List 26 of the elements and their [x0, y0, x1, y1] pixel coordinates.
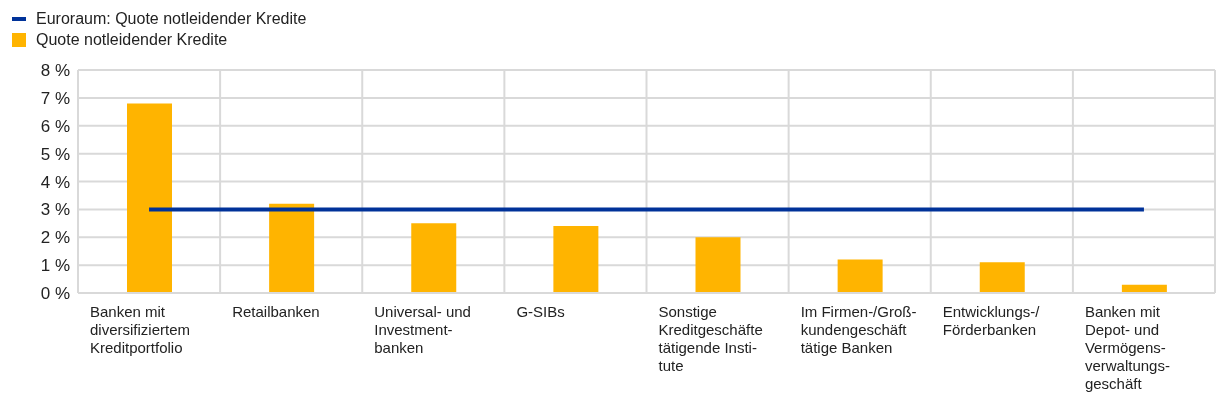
y-tick-label: 8 %: [40, 61, 70, 81]
x-tick-label: Banken mit Depot- und Vermögens- verwaltungs- geschäft: [1084, 303, 1170, 392]
y-tick-label: 3 %: [40, 200, 70, 220]
x-tick-label: Im Firmen-/Groß- kundengeschäft tätige Banken: [800, 303, 917, 356]
bar: [979, 262, 1025, 293]
y-tick-label: 1 %: [40, 256, 70, 276]
bar: [127, 103, 172, 293]
y-tick-label: 4 %: [40, 172, 70, 192]
x-tick-label: Universal- und Investment- banken: [374, 303, 471, 356]
x-tick-label: Sonstige Kreditgeschäfte tätigende Insti- tute: [658, 303, 763, 374]
y-tick-label: 2 %: [40, 228, 70, 248]
y-tick-label: 7 %: [40, 88, 70, 108]
x-tick-label: Retailbanken: [232, 303, 320, 320]
y-tick-label: 5 %: [40, 144, 70, 164]
x-tick-label: Entwicklungs-/ Förderbanken: [942, 303, 1041, 338]
bar: [269, 203, 315, 293]
legend-label: Quote notleidender Kredite: [36, 30, 228, 49]
legend-label: Euroraum: Quote notleidender Kredite: [36, 9, 307, 28]
bar: [553, 226, 599, 293]
bar: [411, 223, 457, 293]
y-tick-label: 6 %: [40, 116, 70, 136]
x-tick-label: G-SIBs: [516, 303, 565, 320]
y-tick-label: 0 %: [40, 284, 70, 304]
x-tick-label: Banken mit diversifiziertem Kreditportfolio: [90, 303, 191, 356]
bar: [837, 259, 883, 293]
bar: [695, 237, 741, 293]
